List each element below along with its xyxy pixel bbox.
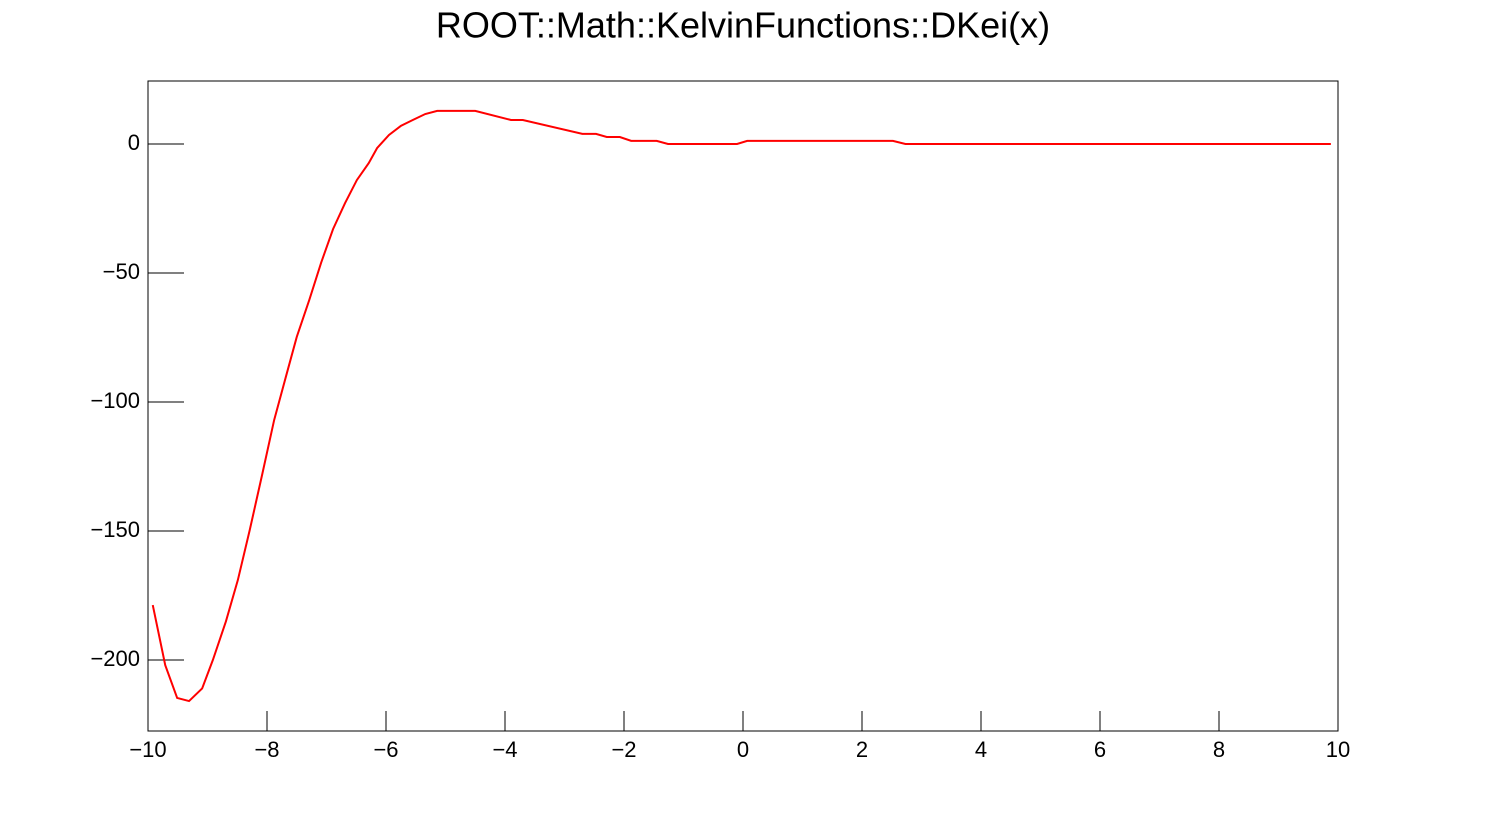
chart-title: ROOT::Math::KelvinFunctions::DKei(x)	[436, 5, 1050, 46]
x-tick-label: −6	[373, 737, 398, 762]
x-tick-label: −8	[254, 737, 279, 762]
data-line	[151, 109, 1331, 703]
plot-frame	[147, 80, 1339, 732]
x-tick-label: 4	[975, 737, 987, 762]
y-tick-label: 0	[128, 130, 140, 155]
x-tick-label: 0	[737, 737, 749, 762]
y-tick-label: −100	[90, 388, 140, 413]
x-tick-label: −4	[492, 737, 517, 762]
y-tick-label: −150	[90, 517, 140, 542]
y-tick-label: −50	[103, 259, 140, 284]
x-tick-label: 10	[1326, 737, 1350, 762]
y-tick-label: −200	[90, 646, 140, 671]
x-tick-label: 8	[1213, 737, 1225, 762]
x-tick-label: 6	[1094, 737, 1106, 762]
x-tick-label: 2	[856, 737, 868, 762]
x-tick-label: −10	[129, 737, 166, 762]
x-tick-label: −2	[611, 737, 636, 762]
